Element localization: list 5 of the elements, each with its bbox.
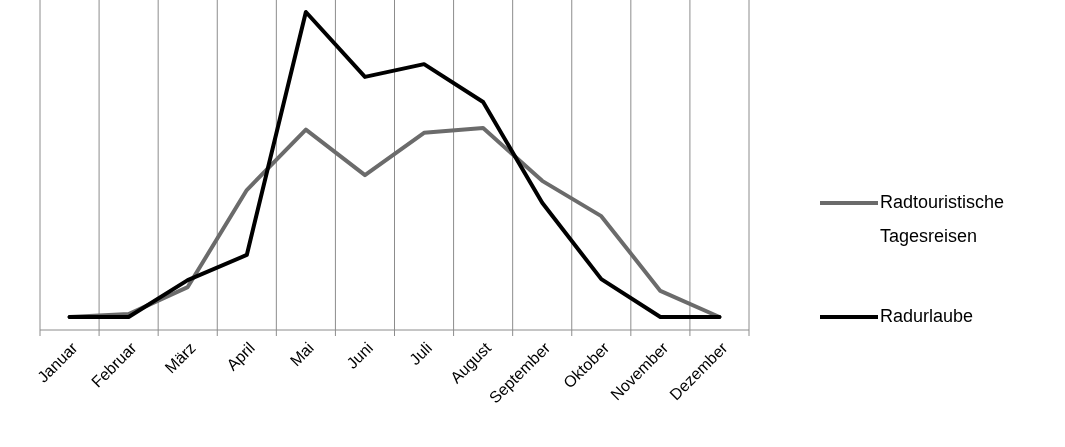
x-tick-label: Juni [343, 339, 377, 372]
legend-label: Radtouristische Tagesreisen [880, 191, 1005, 246]
x-tick-label: Juli [406, 339, 436, 369]
x-tick-label: Mai [286, 339, 317, 370]
legend-label: Radurlaube [880, 305, 974, 326]
